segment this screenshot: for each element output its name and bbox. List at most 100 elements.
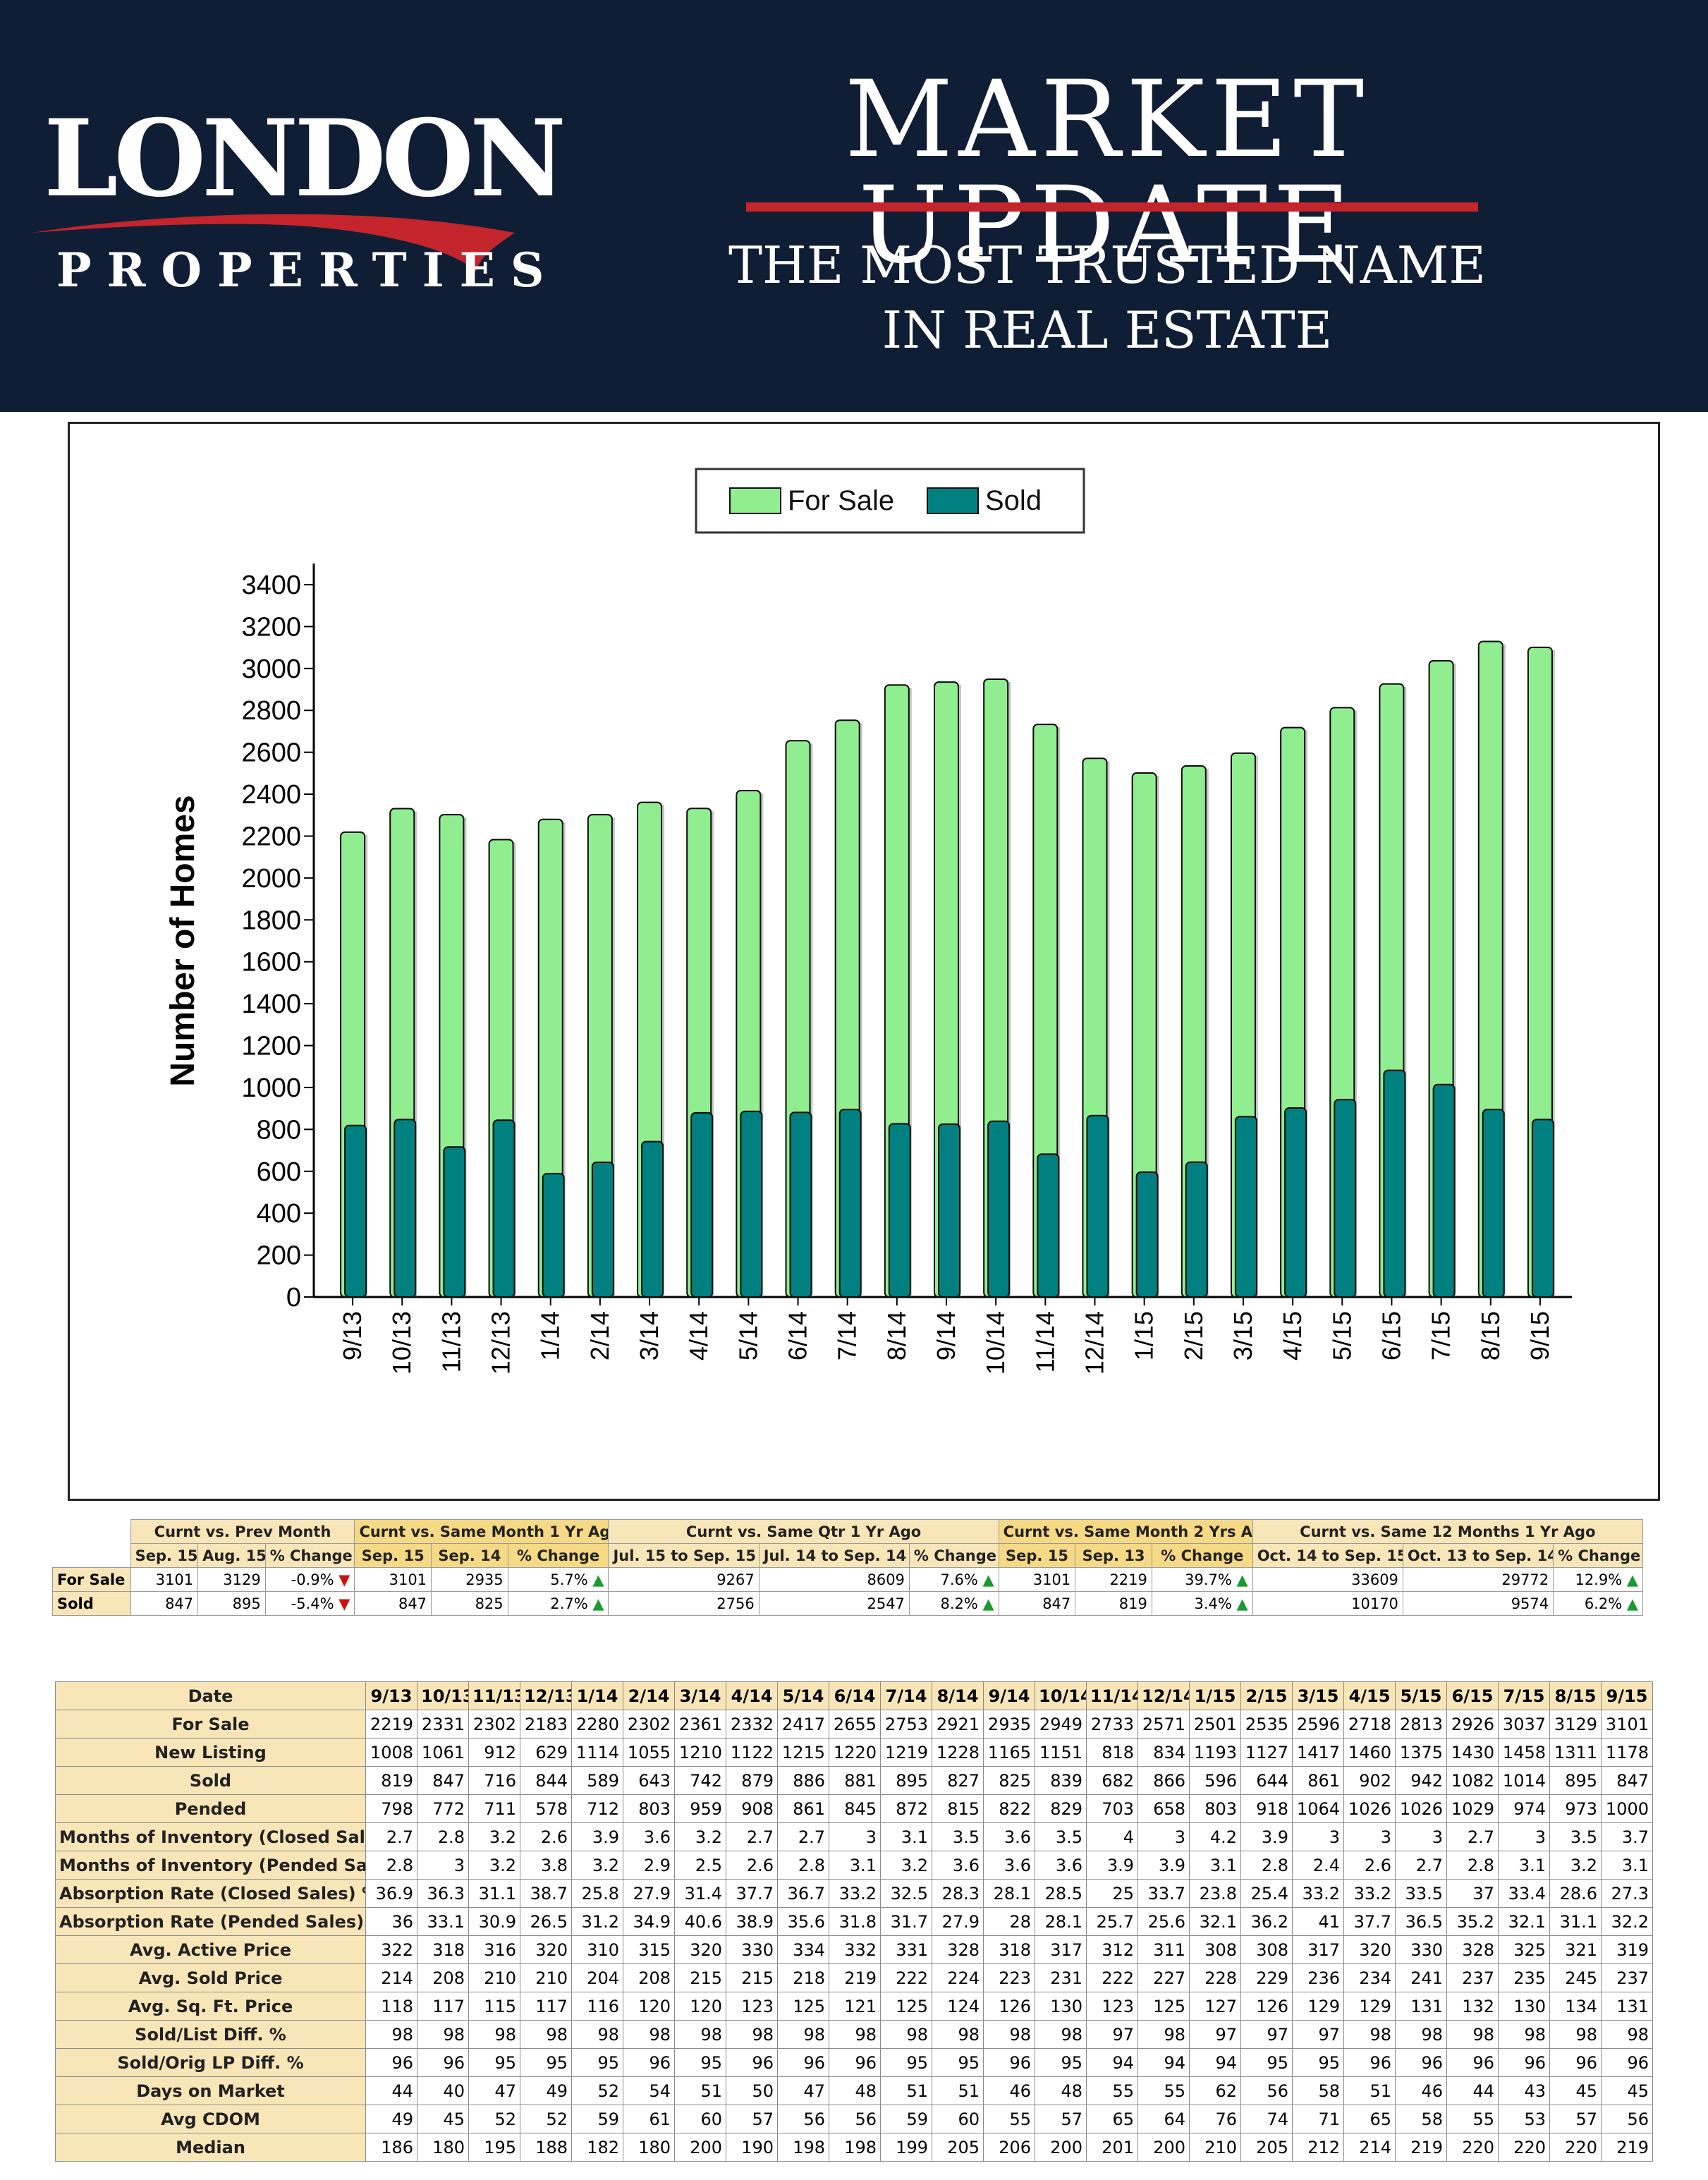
detail-cell: 839 <box>1035 1766 1087 1795</box>
detail-cell: 3.1 <box>1189 1851 1241 1880</box>
x-tick-label: 3/15 <box>1228 1311 1257 1360</box>
x-tick-label: 4/14 <box>684 1311 713 1360</box>
summary-value: 847 <box>1042 1595 1071 1612</box>
detail-cell: 2935 <box>983 1710 1035 1738</box>
detail-cell: 205 <box>1240 2133 1293 2162</box>
summary-subheader: Sep. 14 <box>431 1543 508 1568</box>
detail-cell: 2.6 <box>1343 1851 1396 1880</box>
detail-cell: 319 <box>1601 1935 1653 1964</box>
bar-sold <box>492 1119 516 1298</box>
detail-cell: 245 <box>1549 1963 1602 1992</box>
detail-cell: 46 <box>1395 2076 1447 2105</box>
detail-cell: 328 <box>932 1935 984 1964</box>
detail-column-header: 12/14 <box>1137 1681 1190 1710</box>
header-banner: LONDON PROPERTIES MARKET UPDATE THE MOST… <box>0 0 1708 412</box>
detail-cell: 53 <box>1498 2105 1550 2133</box>
x-tick-label: 8/14 <box>882 1311 911 1360</box>
detail-cell: 47 <box>777 2076 829 2105</box>
bar-sold <box>888 1123 911 1298</box>
detail-cell: 1430 <box>1446 1738 1499 1767</box>
detail-cell: 130 <box>1035 1992 1087 2021</box>
summary-row-label: For Sale <box>52 1567 131 1592</box>
summary-cell: 12.9% ▲ <box>1553 1567 1643 1592</box>
up-arrow-icon: ▲ <box>1622 1595 1638 1612</box>
detail-cell: 1029 <box>1446 1794 1499 1823</box>
detail-cell: 3.7 <box>1601 1822 1653 1851</box>
detail-cell: 3.6 <box>1035 1851 1087 1880</box>
detail-cell: 37 <box>1446 1879 1499 1908</box>
detail-cell: 98 <box>880 2020 932 2049</box>
detail-row: Months of Inventory (Pended Sales)2.833.… <box>55 1851 1653 1880</box>
summary-value: 3101 <box>1032 1571 1071 1588</box>
detail-cell: 98 <box>571 2020 623 2049</box>
detail-cell: 182 <box>571 2133 623 2162</box>
detail-cell: 28.6 <box>1549 1879 1602 1908</box>
detail-cell: 847 <box>417 1766 469 1795</box>
detail-cell: 35.6 <box>777 1907 829 1936</box>
detail-cell: 95 <box>1292 2048 1344 2077</box>
summary-subheader: Aug. 15 <box>197 1543 266 1568</box>
detail-cell: 220 <box>1498 2133 1550 2162</box>
x-tick-label: 9/14 <box>932 1311 960 1360</box>
summary-group-header: Curnt vs. Prev Month <box>130 1519 355 1544</box>
y-tick-label: 0 <box>286 1283 301 1313</box>
detail-cell: 52 <box>468 2105 520 2133</box>
summary-cell: 825 <box>431 1591 508 1616</box>
detail-cell: 35.2 <box>1446 1907 1499 1936</box>
x-tick-label: 2/15 <box>1179 1311 1208 1360</box>
detail-cell: 123 <box>726 1992 778 2021</box>
summary-subheader: Sep. 13 <box>1075 1543 1152 1568</box>
detail-cell: 219 <box>1395 2133 1447 2162</box>
detail-column-header: 2/14 <box>623 1681 675 1710</box>
detail-column-header: 5/15 <box>1395 1681 1447 1710</box>
detail-cell: 65 <box>1086 2105 1138 2133</box>
summary-cell: 847 <box>130 1591 199 1616</box>
detail-cell: 321 <box>1549 1935 1602 1964</box>
detail-cell: 43 <box>1498 2076 1550 2105</box>
detail-cell: 1228 <box>932 1738 984 1767</box>
detail-row-label: Median <box>55 2133 366 2162</box>
detail-cell: 4.2 <box>1189 1822 1241 1851</box>
summary-cell: 3101 <box>130 1567 199 1592</box>
bar-sold <box>1482 1109 1505 1298</box>
detail-cell: 2.6 <box>726 1851 778 1880</box>
detail-cell: 51 <box>674 2076 726 2105</box>
detail-cell: 845 <box>829 1794 881 1823</box>
bar-sold <box>938 1123 960 1298</box>
bar-sold <box>690 1112 714 1298</box>
bar-sold <box>1334 1099 1357 1298</box>
detail-header-label: Date <box>55 1681 366 1710</box>
detail-cell: 2535 <box>1240 1710 1293 1738</box>
detail-cell: 210 <box>1189 2133 1241 2162</box>
detail-cell: 40.6 <box>674 1907 726 1936</box>
detail-cell: 31.2 <box>571 1907 623 1936</box>
detail-cell: 60 <box>674 2105 726 2133</box>
x-tick-label: 7/15 <box>1427 1311 1456 1360</box>
detail-cell: 45 <box>1601 2076 1653 2105</box>
detail-column-header: 12/13 <box>520 1681 572 1710</box>
summary-value: 12.9% <box>1575 1571 1623 1588</box>
summary-cell: 3101 <box>998 1567 1076 1592</box>
detail-cell: 2813 <box>1395 1710 1447 1738</box>
detail-cell: 94 <box>1137 2048 1190 2077</box>
detail-cell: 908 <box>726 1794 778 1823</box>
detail-cell: 1220 <box>829 1738 881 1767</box>
y-tick-label: 1200 <box>241 1032 301 1061</box>
detail-row-label: Sold/List Diff. % <box>55 2020 366 2049</box>
detail-cell: 2.7 <box>1446 1822 1499 1851</box>
detail-cell: 3.5 <box>932 1822 984 1851</box>
detail-cell: 25.6 <box>1137 1907 1190 1936</box>
detail-cell: 98 <box>726 2020 778 2049</box>
detail-cell: 98 <box>1549 2020 1602 2049</box>
detail-cell: 311 <box>1137 1935 1190 1964</box>
detail-cell: 127 <box>1189 1992 1241 2021</box>
detail-cell: 61 <box>623 2105 675 2133</box>
detail-cell: 56 <box>1601 2105 1653 2133</box>
summary-subheader: Oct. 13 to Sep. 14 <box>1402 1543 1554 1568</box>
detail-column-header: 9/13 <box>365 1681 417 1710</box>
summary-value: 29772 <box>1501 1571 1549 1588</box>
detail-cell: 3.1 <box>829 1851 881 1880</box>
y-tick-label: 3400 <box>241 571 301 600</box>
detail-cell: 2571 <box>1137 1710 1190 1738</box>
detail-cell: 3.2 <box>1549 1851 1602 1880</box>
